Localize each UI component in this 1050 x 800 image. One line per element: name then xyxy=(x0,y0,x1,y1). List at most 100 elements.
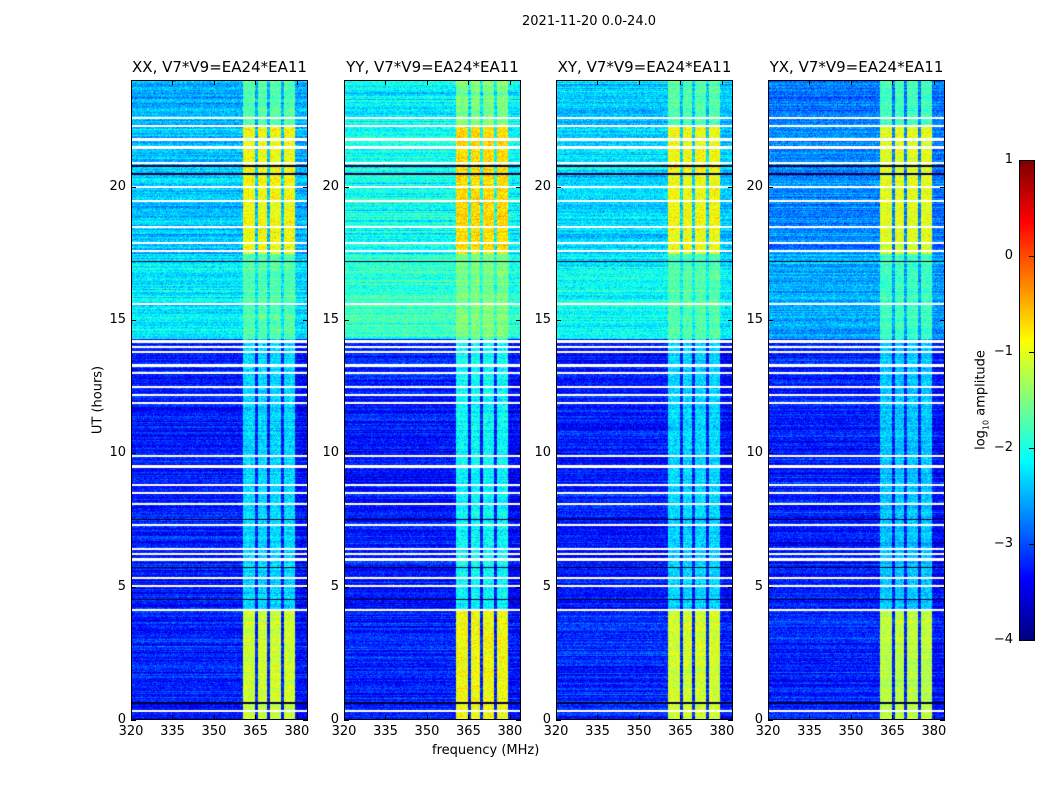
y-tick-label: 10 xyxy=(746,445,763,461)
y-tick-mark xyxy=(556,720,561,721)
colorbar-tick-mark xyxy=(1029,448,1034,449)
x-tick-mark xyxy=(468,80,470,85)
y-tick-mark xyxy=(556,453,561,455)
x-tick-label: 380 xyxy=(709,724,735,739)
y-tick-mark xyxy=(344,720,349,721)
y-tick-mark xyxy=(303,453,308,455)
x-tick-label: 380 xyxy=(921,724,947,739)
x-tick-mark xyxy=(768,80,769,85)
x-tick-label: 320 xyxy=(118,724,144,739)
x-tick-mark xyxy=(892,715,894,720)
colorbar-tick-mark xyxy=(1029,352,1034,353)
x-tick-mark xyxy=(809,715,811,720)
colorbar-tick-label: 0 xyxy=(1004,248,1013,263)
y-tick-label: 15 xyxy=(534,312,551,327)
y-tick-mark xyxy=(344,186,349,188)
colorbar-gradient xyxy=(1020,161,1034,640)
x-tick-mark xyxy=(509,80,511,85)
y-tick-mark xyxy=(768,453,773,455)
x-tick-label: 365 xyxy=(243,724,268,739)
y-tick-label: 20 xyxy=(746,178,763,194)
y-tick-mark xyxy=(556,586,561,588)
y-tick-mark xyxy=(768,320,773,321)
colorbar-tick-mark xyxy=(1029,544,1034,545)
x-tick-mark xyxy=(296,715,298,720)
x-tick-mark xyxy=(556,715,557,720)
x-tick-mark xyxy=(468,715,470,720)
x-tick-mark xyxy=(721,715,723,720)
x-tick-mark xyxy=(255,715,257,720)
x-tick-label: 335 xyxy=(373,724,398,739)
colorbar-tick-label: −1 xyxy=(993,344,1013,359)
x-tick-mark xyxy=(213,80,215,85)
panel-title: YY, V7*V9=EA24*EA11 xyxy=(346,58,519,76)
x-tick-mark xyxy=(597,80,599,85)
x-tick-label: 320 xyxy=(755,724,781,739)
y-tick-mark xyxy=(303,586,308,588)
y-tick-label: 0 xyxy=(542,712,551,727)
x-tick-mark xyxy=(255,80,257,85)
x-tick-mark xyxy=(385,80,387,85)
x-tick-mark xyxy=(131,80,132,85)
x-tick-label: 380 xyxy=(284,724,310,739)
y-tick-mark xyxy=(303,186,308,188)
x-tick-mark xyxy=(933,715,935,720)
heatmap-panel xyxy=(131,80,308,720)
x-tick-label: 350 xyxy=(838,724,864,739)
y-tick-label: 10 xyxy=(109,445,126,461)
x-tick-mark xyxy=(850,715,852,720)
x-tick-mark xyxy=(426,715,428,720)
colorbar xyxy=(1019,160,1035,641)
x-tick-mark xyxy=(638,80,640,85)
x-tick-mark xyxy=(850,80,852,85)
colorbar-tick-mark xyxy=(1029,640,1034,641)
x-tick-mark xyxy=(131,715,132,720)
x-tick-mark xyxy=(680,80,682,85)
heatmap-image xyxy=(345,81,520,719)
heatmap-panel xyxy=(556,80,733,720)
y-axis-label: UT (hours) xyxy=(90,365,106,435)
x-tick-label: 350 xyxy=(626,724,652,739)
y-tick-label: 15 xyxy=(322,312,339,327)
y-tick-label: 20 xyxy=(534,178,551,194)
y-tick-mark xyxy=(516,320,521,321)
x-tick-mark xyxy=(680,715,682,720)
y-tick-label: 10 xyxy=(534,445,551,461)
colorbar-tick-label: −4 xyxy=(993,632,1013,647)
colorbar-tick-label: −2 xyxy=(993,440,1013,455)
y-tick-mark xyxy=(768,720,773,721)
y-tick-label: 10 xyxy=(322,445,339,461)
x-tick-label: 320 xyxy=(331,724,357,739)
y-tick-mark xyxy=(940,720,945,721)
colorbar-tick-label: 1 xyxy=(1004,152,1013,167)
panel-title: YX, V7*V9=EA24*EA11 xyxy=(769,58,944,76)
figure-title: 2021-11-20 0.0-24.0 xyxy=(522,14,656,29)
y-tick-mark xyxy=(303,720,308,721)
x-tick-mark xyxy=(296,80,298,85)
x-tick-mark xyxy=(385,715,387,720)
y-tick-label: 5 xyxy=(754,578,763,594)
y-tick-mark xyxy=(940,586,945,588)
y-tick-mark xyxy=(728,586,733,588)
y-tick-mark xyxy=(344,586,349,588)
y-tick-mark xyxy=(516,186,521,188)
x-tick-mark xyxy=(892,80,894,85)
y-tick-mark xyxy=(131,720,136,721)
x-tick-mark xyxy=(933,80,935,85)
x-tick-label: 350 xyxy=(414,724,440,739)
x-tick-mark xyxy=(597,715,599,720)
x-tick-mark xyxy=(344,715,345,720)
y-tick-label: 0 xyxy=(754,712,763,727)
x-axis-label: frequency (MHz) xyxy=(432,743,540,758)
y-tick-label: 20 xyxy=(322,178,339,194)
colorbar-label: log10 amplitude xyxy=(973,350,991,450)
y-tick-mark xyxy=(131,320,136,321)
x-tick-mark xyxy=(556,80,557,85)
y-tick-mark xyxy=(728,320,733,321)
x-tick-mark xyxy=(172,715,174,720)
y-tick-mark xyxy=(728,720,733,721)
y-tick-label: 0 xyxy=(330,712,339,727)
panel-title: XY, V7*V9=EA24*EA11 xyxy=(557,58,732,76)
y-tick-mark xyxy=(768,186,773,188)
